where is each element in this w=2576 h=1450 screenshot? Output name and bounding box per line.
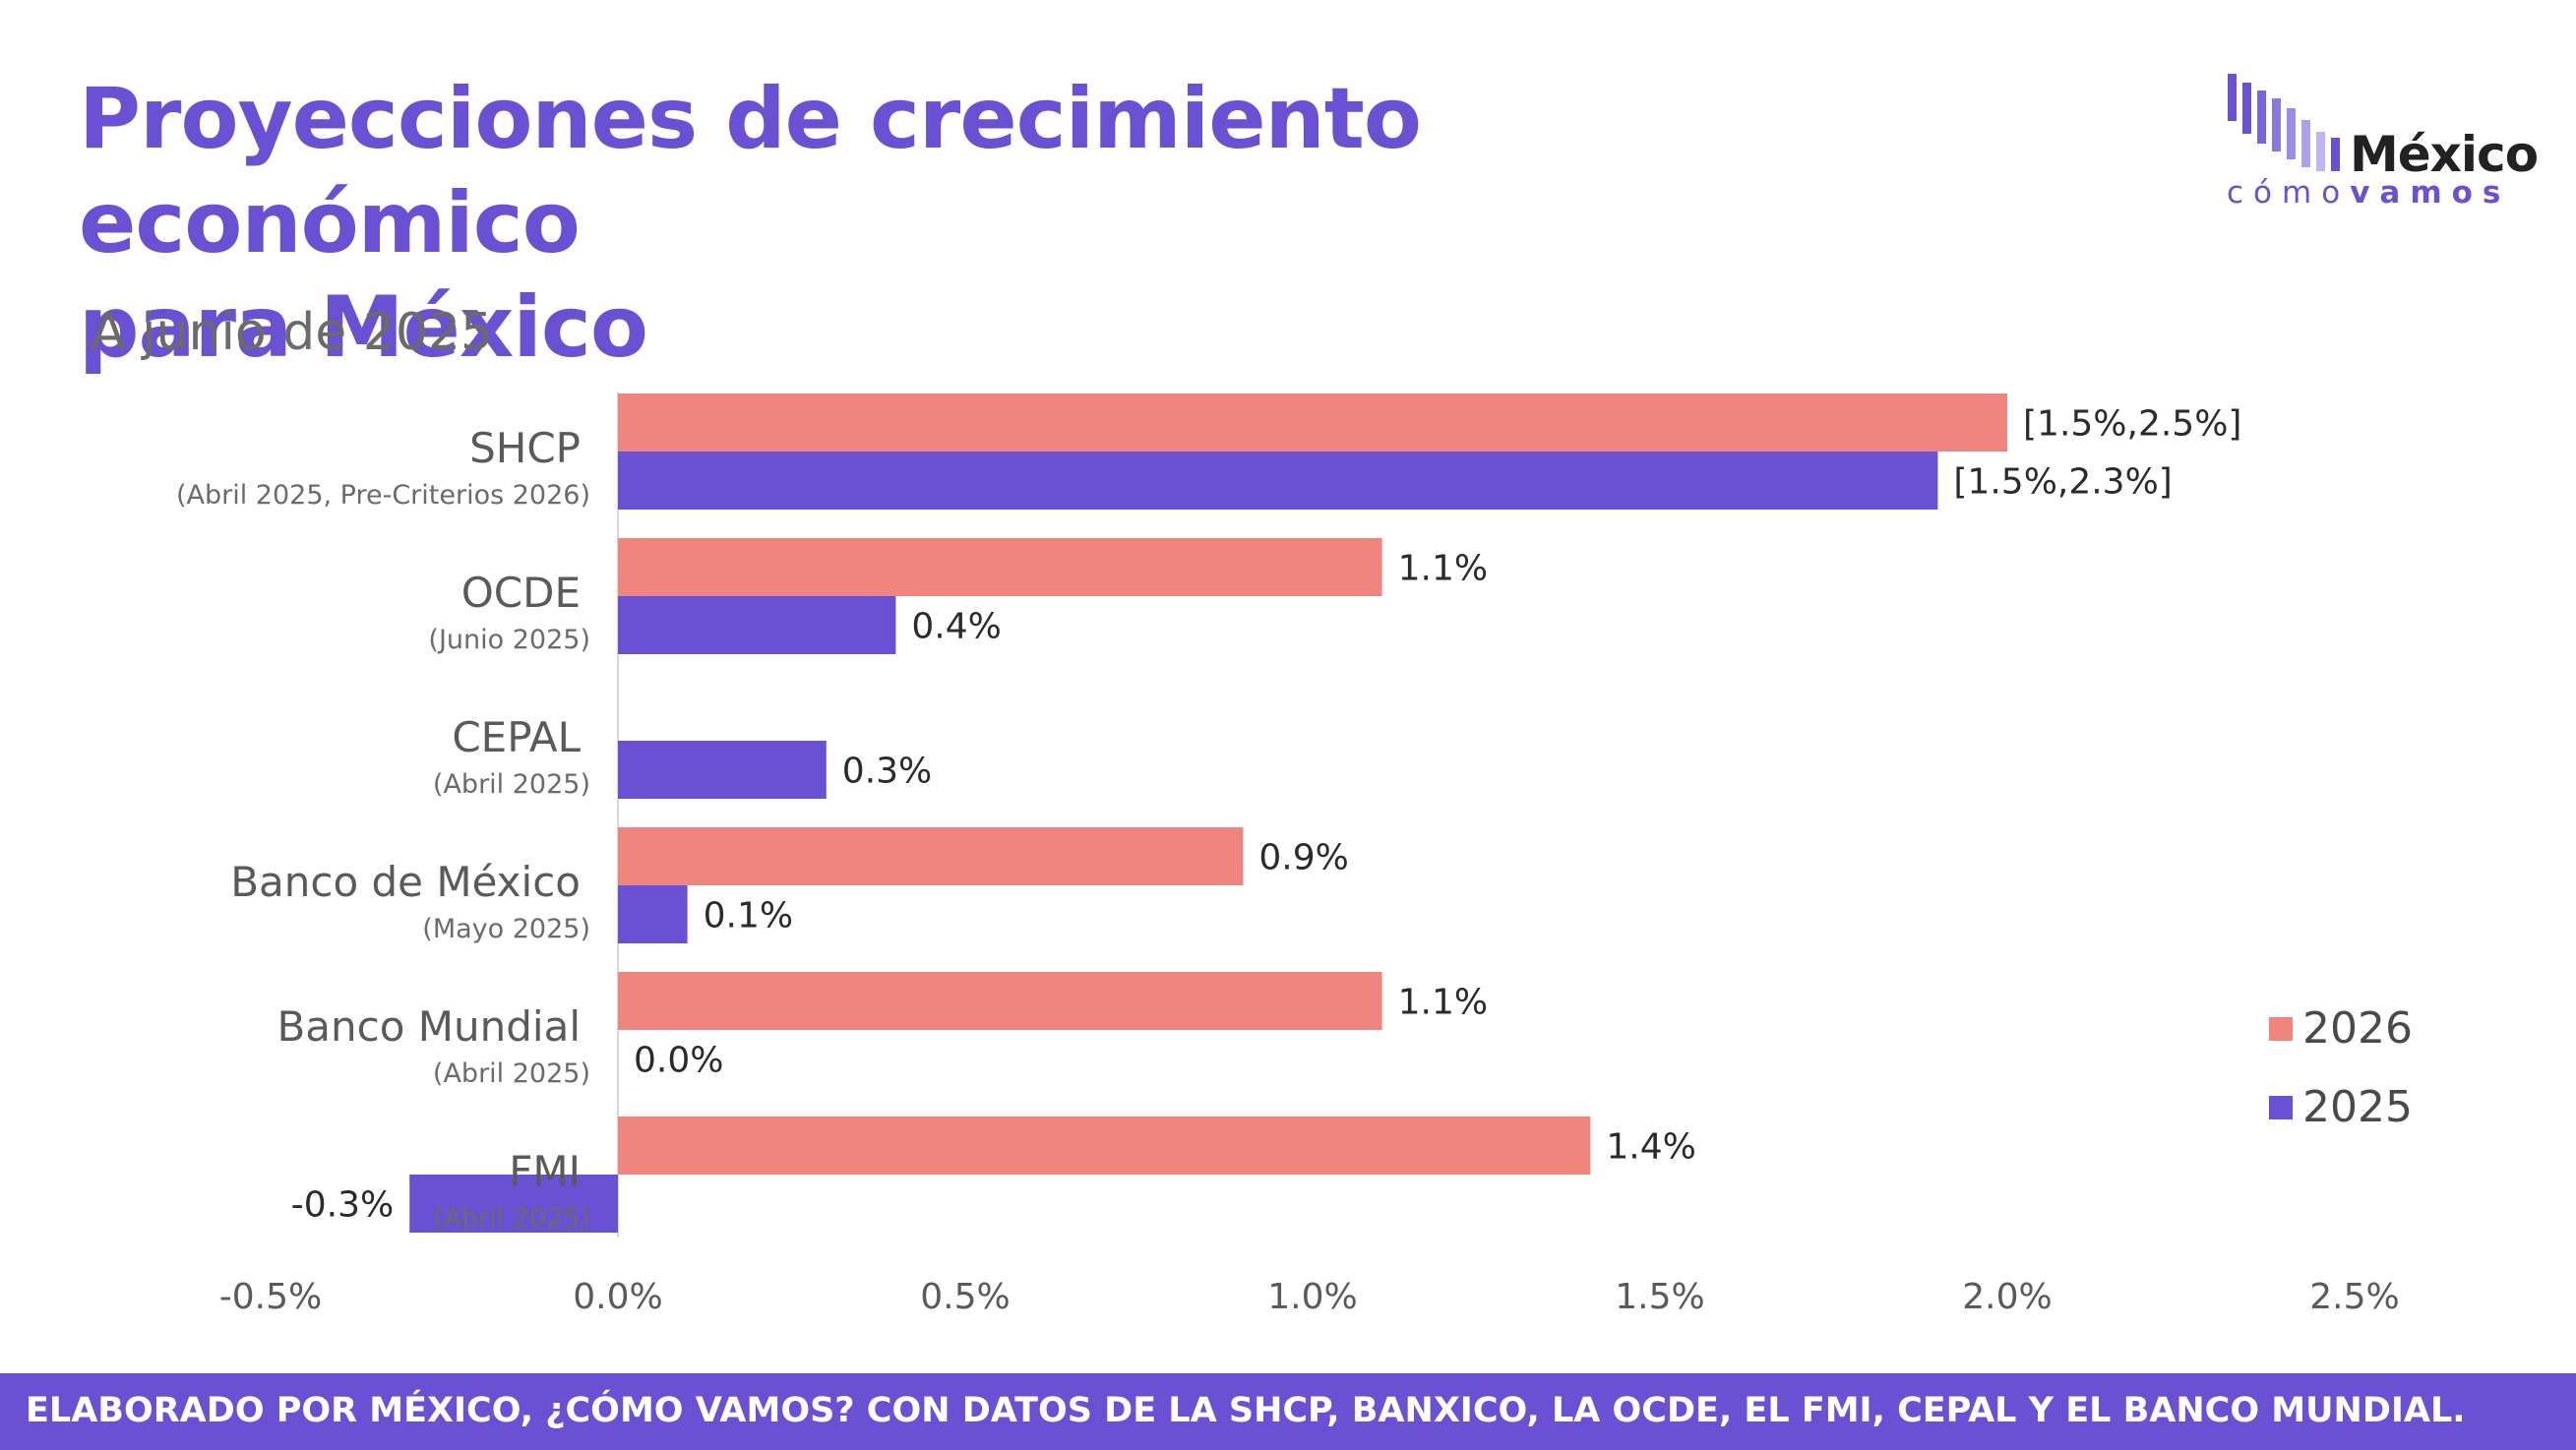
- logo-wordmark: México: [2350, 126, 2539, 183]
- bar-2025-3: [618, 885, 688, 943]
- x-tick-label-2: 0.5%: [920, 1277, 1010, 1317]
- chart-subtitle: A junio de 2025: [91, 303, 494, 362]
- category-label-5: FMI: [509, 1147, 581, 1195]
- title-line-1: Proyecciones de crecimiento económico: [79, 70, 1422, 272]
- data-label-2026-4: 1.1%: [1398, 983, 1488, 1023]
- legend-swatch-2026: [2269, 1017, 2293, 1041]
- title-line-2: para México: [79, 278, 648, 377]
- x-tick-label-4: 1.5%: [1615, 1277, 1704, 1317]
- category-label-0: SHCP: [469, 424, 581, 472]
- category-label-3: Banco de México: [230, 858, 581, 906]
- category-label-4: Banco Mundial: [276, 1002, 581, 1051]
- data-label-2025-5: -0.3%: [291, 1185, 394, 1226]
- data-label-2026-0: [1.5%,2.5%]: [2023, 404, 2241, 445]
- category-note-0: (Abril 2025, Pre-Criterios 2026): [176, 480, 590, 511]
- bar-2026-1: [618, 538, 1382, 596]
- legend-swatch-2025: [2269, 1096, 2293, 1119]
- category-note-3: (Mayo 2025): [422, 914, 590, 944]
- category-label-2: CEPAL: [452, 713, 581, 761]
- x-tick-label-3: 1.0%: [1267, 1277, 1357, 1317]
- bar-2025-5: [409, 1175, 618, 1233]
- data-label-2025-2: 0.3%: [842, 752, 932, 792]
- logo-tagline-bold: vamos: [2350, 175, 2511, 211]
- data-label-2026-5: 1.4%: [1606, 1127, 1695, 1168]
- category-label-1: OCDE: [461, 569, 581, 617]
- bar-2026-3: [618, 827, 1244, 885]
- category-note-5: (Abril 2025): [433, 1203, 590, 1234]
- x-tick-label-5: 2.0%: [1962, 1277, 2052, 1317]
- footer-banner: ELABORADO POR MÉXICO, ¿CÓMO VAMOS? CON D…: [0, 1373, 2576, 1450]
- x-tick-label-0: -0.5%: [219, 1277, 322, 1317]
- logo-tagline-light: cómo: [2227, 175, 2351, 211]
- bar-2025-2: [618, 741, 827, 799]
- footer-source-text: ELABORADO POR MÉXICO, ¿CÓMO VAMOS? CON D…: [26, 1391, 2466, 1430]
- legend-label-2026: 2026: [2302, 1003, 2413, 1054]
- category-note-2: (Abril 2025): [433, 769, 590, 800]
- legend-label-2025: 2025: [2302, 1082, 2413, 1132]
- bar-2025-0: [618, 452, 1938, 510]
- data-label-2026-1: 1.1%: [1398, 549, 1488, 589]
- logo-bars-icon: [2228, 74, 2340, 171]
- data-label-2025-1: 0.4%: [911, 607, 1001, 647]
- x-tick-label-6: 2.5%: [2309, 1277, 2399, 1317]
- category-note-1: (Junio 2025): [428, 625, 590, 655]
- bar-2026-0: [618, 393, 2007, 452]
- category-note-4: (Abril 2025): [433, 1058, 590, 1089]
- data-label-2026-3: 0.9%: [1258, 838, 1348, 878]
- bar-2026-4: [618, 972, 1382, 1030]
- growth-projections-chart: [1.5%,2.5%] [1.5%,2.3%] SHCP (Abril 2025, P…: [176, 392, 2413, 1317]
- data-label-2025-3: 0.1%: [704, 896, 793, 936]
- data-label-2025-0: [1.5%,2.3%]: [1953, 462, 2172, 503]
- bar-2026-5: [618, 1117, 1591, 1175]
- bar-2025-1: [618, 596, 896, 654]
- mexico-como-vamos-logo: México cómovamos: [2219, 69, 2539, 216]
- chart-title: Proyecciones de crecimiento económico pa…: [79, 67, 1948, 380]
- x-tick-label-1: 0.0%: [573, 1277, 662, 1317]
- logo-tagline: cómovamos: [2227, 175, 2510, 211]
- data-label-2025-4: 0.0%: [634, 1041, 723, 1081]
